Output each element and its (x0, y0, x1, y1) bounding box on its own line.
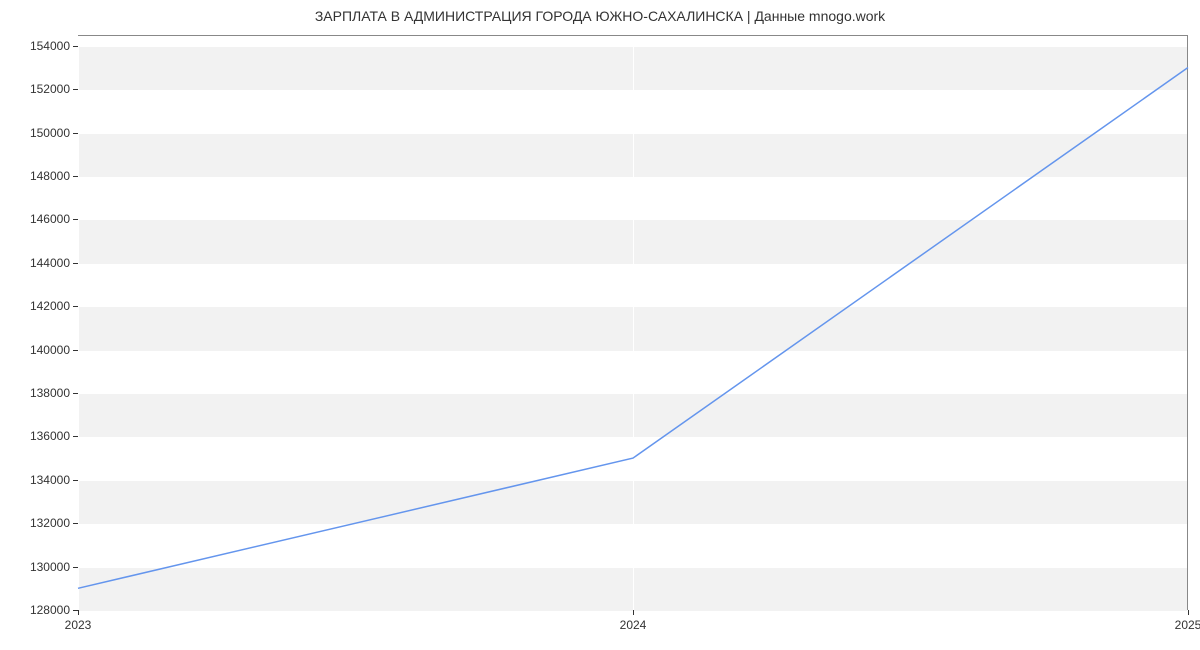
y-tick-label: 148000 (30, 169, 70, 183)
line-layer (78, 35, 1188, 610)
plot-area: 1280001300001320001340001360001380001400… (78, 35, 1188, 610)
y-tick-label: 134000 (30, 473, 70, 487)
y-tick-label: 144000 (30, 256, 70, 270)
y-tick-label: 152000 (30, 82, 70, 96)
y-tick-label: 154000 (30, 39, 70, 53)
x-tick-mark (633, 610, 634, 615)
grid-vline (1188, 36, 1189, 610)
y-tick-label: 140000 (30, 343, 70, 357)
series-line (78, 68, 1188, 589)
x-tick-label: 2025 (1175, 618, 1200, 632)
x-tick-mark (78, 610, 79, 615)
x-tick-mark (1188, 610, 1189, 615)
x-tick-label: 2024 (620, 618, 647, 632)
y-tick-label: 136000 (30, 429, 70, 443)
chart-title: ЗАРПЛАТА В АДМИНИСТРАЦИЯ ГОРОДА ЮЖНО-САХ… (0, 8, 1200, 24)
y-tick-mark (73, 350, 78, 351)
y-tick-mark (73, 263, 78, 264)
y-tick-label: 146000 (30, 212, 70, 226)
y-tick-label: 130000 (30, 560, 70, 574)
y-tick-label: 142000 (30, 299, 70, 313)
y-tick-label: 150000 (30, 126, 70, 140)
y-tick-mark (73, 567, 78, 568)
y-tick-mark (73, 46, 78, 47)
x-tick-label: 2023 (65, 618, 92, 632)
y-tick-mark (73, 393, 78, 394)
y-tick-mark (73, 133, 78, 134)
y-tick-label: 132000 (30, 516, 70, 530)
y-tick-mark (73, 480, 78, 481)
y-tick-mark (73, 436, 78, 437)
y-tick-label: 128000 (30, 603, 70, 617)
y-tick-mark (73, 176, 78, 177)
y-tick-label: 138000 (30, 386, 70, 400)
y-tick-mark (73, 523, 78, 524)
y-tick-mark (73, 219, 78, 220)
y-tick-mark (73, 306, 78, 307)
y-tick-mark (73, 89, 78, 90)
chart-container: ЗАРПЛАТА В АДМИНИСТРАЦИЯ ГОРОДА ЮЖНО-САХ… (0, 0, 1200, 650)
